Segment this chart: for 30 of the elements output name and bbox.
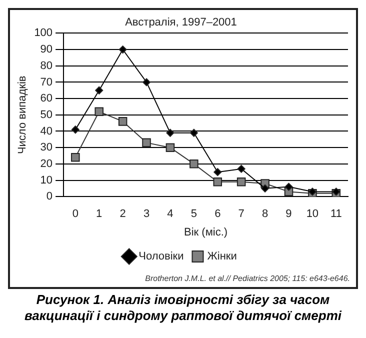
y-tick-label: 80 [40,60,53,72]
x-tick-label: 5 [190,208,197,220]
x-tick-label: 9 [286,208,292,220]
x-tick-label: 10 [306,208,319,220]
y-tick-label: 20 [40,158,53,170]
x-tick-label: 1 [96,208,102,220]
legend-label: Чоловіки [138,250,184,263]
legend-label: Жінки [207,250,237,263]
y-tick-label: 40 [40,125,53,138]
y-tick-label: 10 [40,174,53,186]
chart-title: Австралія, 1997–2001 [125,16,237,29]
y-tick-label: 70 [40,76,53,88]
x-tick-label: 6 [214,208,221,220]
x-tick-label: 2 [120,208,126,220]
y-tick-label: 100 [34,27,53,40]
x-axis-title: Вік (міс.) [184,226,228,238]
y-tick-label: 90 [40,44,53,56]
x-tick-label: 8 [262,208,268,220]
y-axis-title: Число випадків [16,76,29,154]
text: Рисунок 1. Аналіз імовірності збігу за часом вакцинації і синдрому раптової дитячої смерті [23,292,343,324]
x-tick-label: 0 [72,208,78,220]
x-tick-label: 3 [143,208,150,220]
x-tick-label: 7 [238,208,244,220]
x-tick-label: 11 [330,208,342,220]
text: Brotherton J.M.L. et al.// Pediatrics 2005; 115: e643-e646. [144,273,351,285]
y-tick-label: 60 [40,92,53,105]
x-tick-label: 4 [167,208,174,220]
y-tick-label: 50 [40,108,53,121]
y-tick-label: 0 [46,190,53,203]
y-tick-label: 30 [40,142,53,154]
